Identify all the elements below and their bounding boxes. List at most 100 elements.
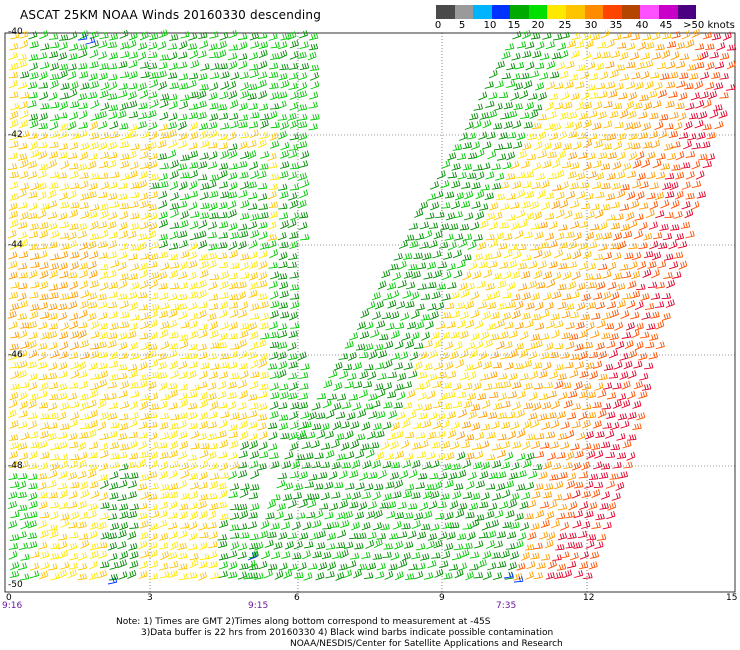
wind-barb — [198, 254, 209, 261]
wind-barb — [665, 100, 675, 109]
wind-barb — [48, 241, 58, 249]
wind-barb — [38, 321, 48, 330]
wind-barb — [671, 31, 681, 39]
wind-barb — [407, 530, 417, 540]
colorbar-segment — [658, 5, 678, 19]
wind-barb — [119, 273, 129, 281]
wind-barb — [521, 491, 531, 500]
wind-barb — [655, 171, 666, 180]
time-label-735: 7:35 — [496, 601, 517, 611]
wind-barb — [148, 392, 159, 401]
wind-barb — [127, 461, 137, 469]
wind-barb — [147, 62, 158, 70]
wind-barb — [640, 52, 650, 60]
wind-barb — [640, 70, 650, 80]
wind-barb — [48, 469, 58, 479]
wind-barb — [120, 311, 130, 319]
wind-barb — [237, 461, 248, 469]
wind-barb — [40, 203, 50, 210]
wind-barb — [79, 180, 89, 190]
wind-barb — [298, 81, 308, 91]
wind-barb — [459, 330, 469, 339]
wind-barb — [668, 130, 679, 139]
wind-barb — [363, 343, 374, 351]
wind-barb — [277, 351, 287, 360]
wind-barb — [427, 532, 438, 541]
wind-barb — [137, 459, 147, 469]
wind-barb — [632, 400, 642, 409]
wind-barb — [669, 111, 679, 120]
wind-barb — [179, 440, 189, 450]
wind-barb — [8, 472, 18, 481]
wind-barb — [353, 569, 362, 579]
wind-barb — [148, 541, 158, 550]
wind-barb — [248, 203, 258, 211]
wind-barb — [220, 81, 230, 90]
wind-barb — [249, 483, 260, 491]
wind-barb — [374, 383, 384, 391]
wind-barb — [177, 61, 188, 69]
wind-barb — [237, 402, 247, 411]
wind-barb — [158, 509, 168, 519]
wind-barb — [511, 52, 521, 61]
wind-barb — [513, 103, 523, 111]
wind-barb — [218, 162, 229, 170]
wind-barb — [28, 473, 38, 481]
wind-barb — [511, 73, 521, 81]
wind-barb — [269, 331, 280, 339]
wind-barb — [8, 321, 18, 330]
wind-barb — [159, 131, 170, 139]
wind-barb — [97, 51, 107, 60]
wind-barb — [621, 292, 632, 300]
wind-barb — [127, 330, 137, 339]
wind-barb — [510, 91, 520, 101]
wind-barb — [147, 493, 158, 500]
wind-barb — [580, 202, 591, 210]
wind-barb — [180, 469, 190, 479]
wind-barb — [239, 370, 249, 380]
wind-barb — [304, 481, 315, 489]
wind-barb — [169, 231, 179, 240]
wind-barb — [623, 142, 633, 151]
wind-barb — [514, 61, 525, 70]
wind-barb — [179, 462, 189, 471]
wind-barb — [178, 113, 188, 121]
wind-barb — [98, 322, 109, 330]
wind-barb — [169, 370, 179, 379]
wind-barb — [567, 151, 578, 160]
wind-barb — [685, 230, 695, 239]
wind-barb — [525, 61, 535, 71]
wind-barb — [351, 491, 361, 500]
wind-barb — [508, 372, 518, 381]
wind-barb — [631, 270, 641, 280]
wind-barb — [611, 182, 622, 190]
wind-barb — [200, 63, 210, 71]
wind-barb — [118, 251, 128, 260]
wind-barb — [575, 172, 586, 181]
wind-barb — [666, 152, 677, 161]
wind-barb — [9, 171, 20, 179]
wind-barb — [228, 163, 238, 170]
wind-barb — [336, 453, 346, 461]
wind-barb — [558, 471, 568, 480]
wind-barb — [499, 331, 509, 340]
wind-barb — [160, 393, 170, 401]
wind-barb — [447, 152, 457, 161]
wind-barb — [198, 493, 208, 501]
wind-barb — [207, 260, 217, 269]
wind-barb — [17, 313, 28, 320]
wind-barb — [518, 283, 528, 291]
wind-barb — [257, 422, 267, 431]
wind-barb — [97, 569, 107, 579]
wind-barb — [207, 421, 217, 429]
wind-barb — [8, 210, 19, 219]
wind-barb — [270, 91, 280, 101]
wind-barb — [510, 461, 520, 471]
wind-barb — [510, 160, 520, 170]
colorbar-segment — [547, 5, 567, 19]
wind-barb — [683, 140, 692, 150]
wind-barb — [602, 143, 612, 150]
wind-barb — [48, 283, 59, 291]
wind-barb — [457, 171, 467, 180]
wind-barb — [218, 332, 228, 341]
